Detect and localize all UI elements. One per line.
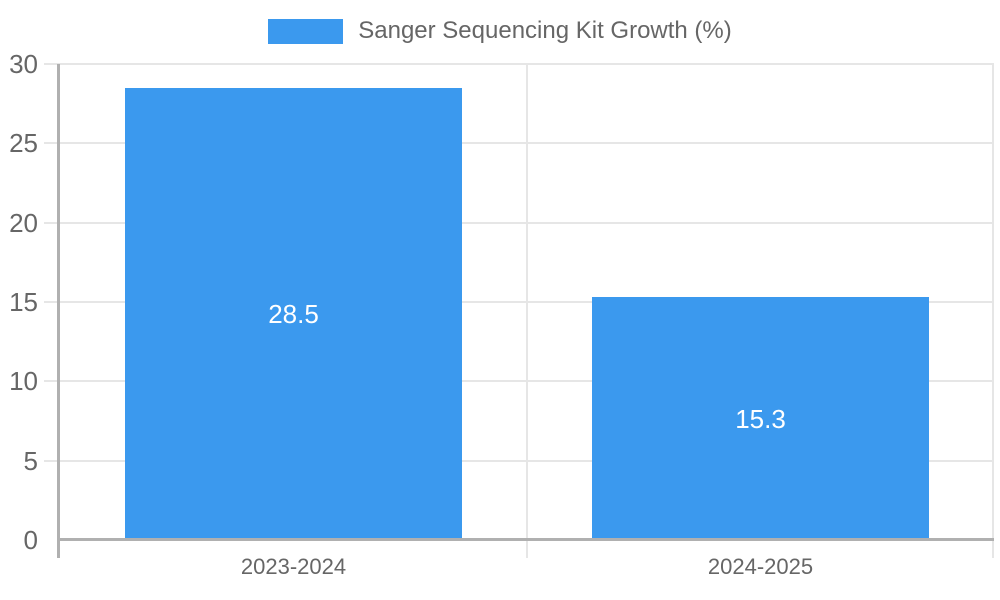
chart-legend[interactable]: Sanger Sequencing Kit Growth (%) [0,16,1000,46]
x-axis-line [57,538,994,541]
gridline-y-25 [44,142,994,145]
y-tick-label-25: 25 [9,128,38,159]
gridline-y-10 [44,380,994,383]
gridline-y-5 [44,459,994,462]
y-tick-label-10: 10 [9,366,38,397]
y-tick-label-30: 30 [9,49,38,79]
y-tick-label-20: 20 [9,207,38,238]
y-tick-label-0: 0 [23,525,38,555]
chart-right-border [992,64,994,558]
x-tick-label-2023-2024: 2023-2024 [240,554,347,579]
plot-area: 0 5 10 15 20 25 30 28.5 2023-2024 15.3 2024-2025 [9,49,994,579]
legend-swatch-icon [268,18,344,44]
y-axis-line [57,64,60,558]
y-tick-label-5: 5 [23,445,38,476]
gridline-y-30 [44,63,994,65]
gridline-y-15 [44,301,994,303]
y-tick-label-15: 15 [9,287,38,317]
legend-label: Sanger Sequencing Kit Growth (%) [358,17,732,44]
bar-2023-2024[interactable] [124,87,463,540]
x-tick-label-2024-2025: 2024-2025 [707,554,814,579]
gridline-y-20 [44,221,994,224]
gridline-x-1 [526,64,528,558]
bar-2024-2025[interactable] [591,297,930,540]
